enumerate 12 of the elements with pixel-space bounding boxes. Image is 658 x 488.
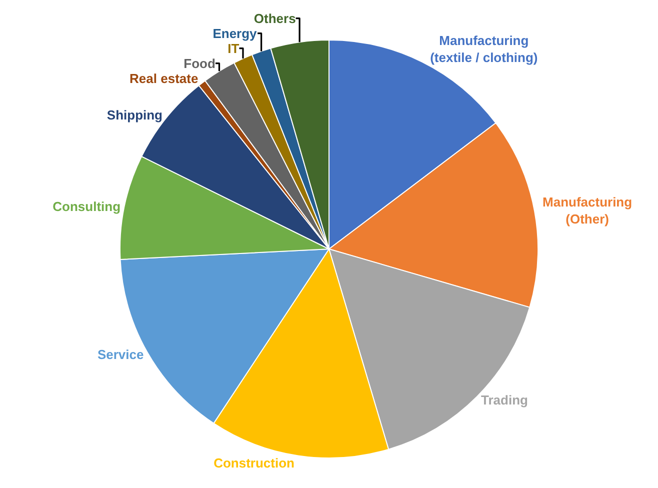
slice-label: Real estate [130,70,198,86]
slice-label: Construction [214,456,294,471]
slice-label: Others [254,10,296,26]
slice-label: Consulting [52,198,121,214]
slice-label: Service [97,346,144,362]
slice-label: Trading [481,392,528,408]
slice-label: Food [184,56,216,71]
slice-label: Shipping [106,107,163,122]
slice-label: IT [228,40,240,56]
slice-label: Manufacturing (Other) [542,194,632,227]
slice-label: Manufacturing (textile / clothing) [430,33,538,66]
slice-label: Energy [212,26,258,41]
